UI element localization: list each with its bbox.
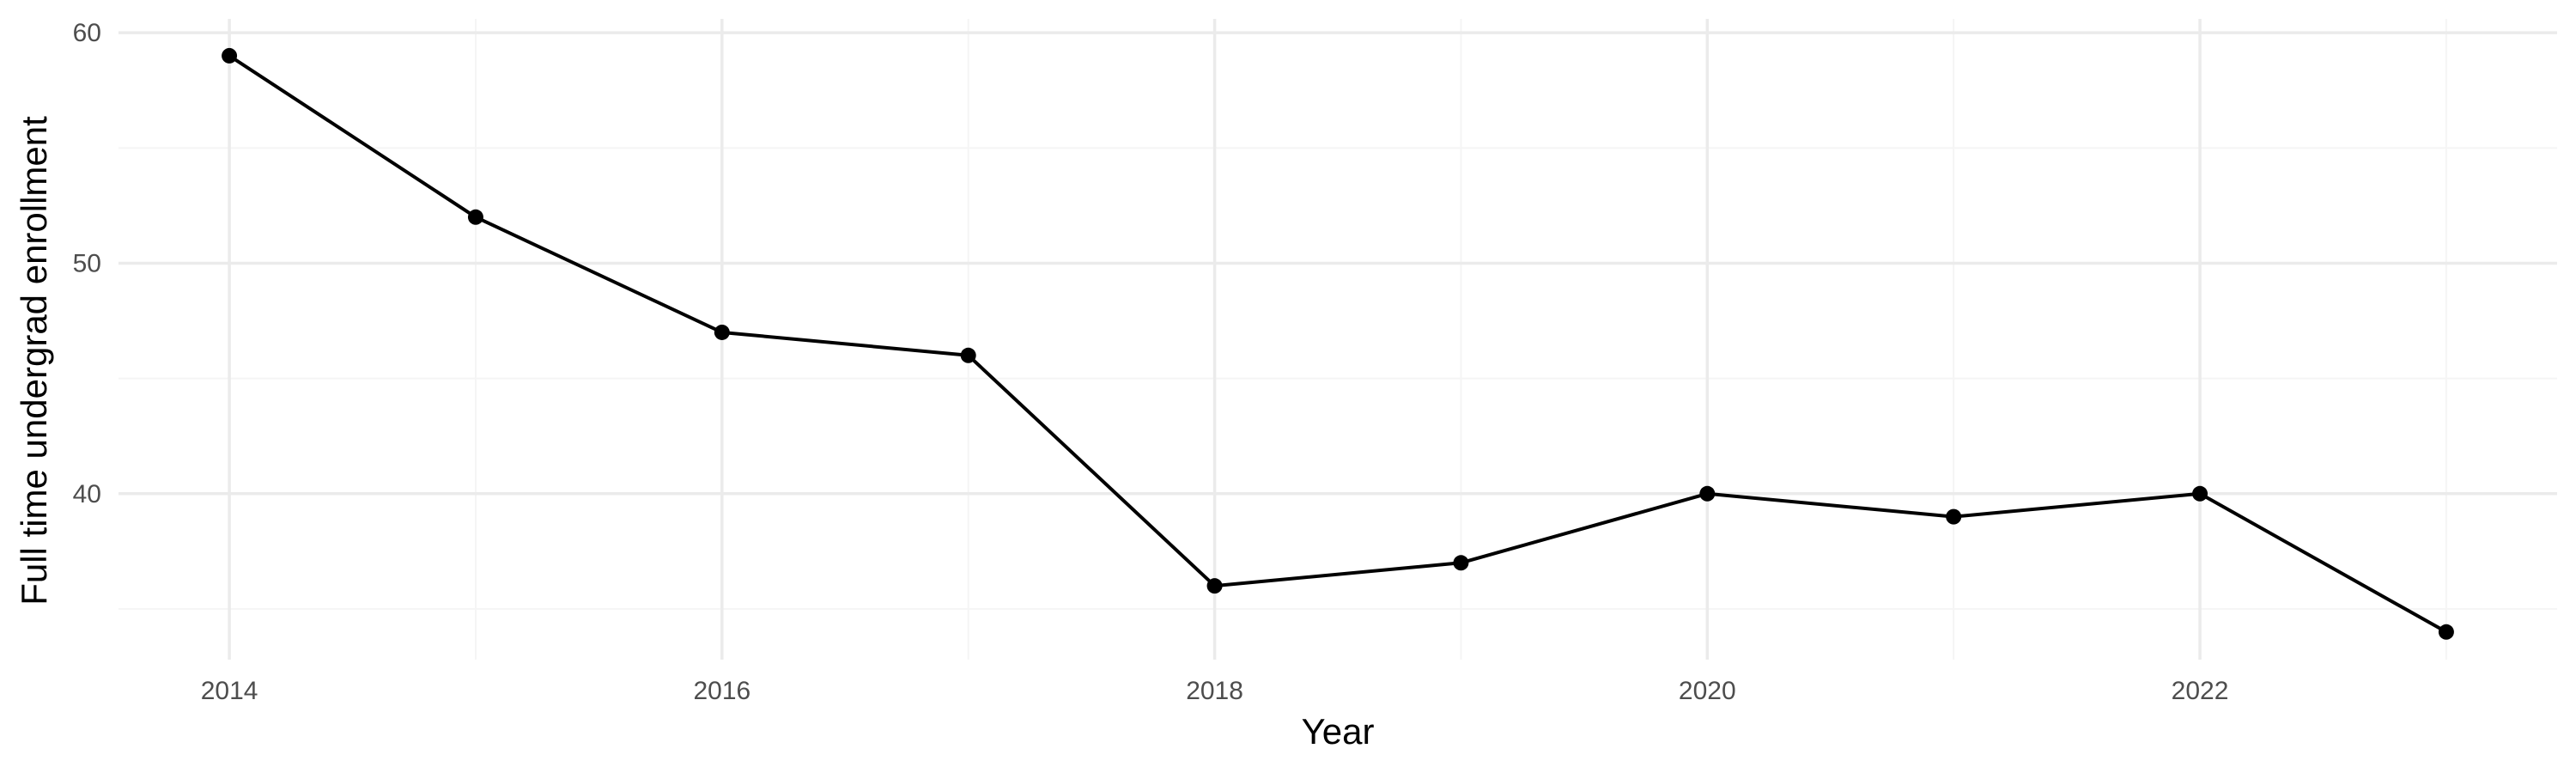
data-point [714, 324, 730, 340]
y-axis-title: Full time undergrad enrollment [14, 116, 54, 606]
data-point [1699, 485, 1716, 502]
x-tick-label: 2014 [201, 677, 258, 705]
y-tick-label: 50 [73, 249, 101, 277]
x-tick-label: 2022 [2172, 677, 2229, 705]
data-point [960, 347, 976, 363]
x-tick-label: 2020 [1679, 677, 1736, 705]
y-axis-ticks: 40 50 60 [73, 19, 101, 508]
data-point [1946, 508, 1962, 525]
x-axis-title: Year [1302, 711, 1375, 752]
data-point [2438, 624, 2454, 640]
data-point [222, 47, 238, 64]
data-point [2192, 485, 2208, 502]
minor-gridlines [118, 19, 2557, 660]
data-point [1206, 578, 1223, 594]
major-gridlines [118, 19, 2557, 660]
series-line [228, 53, 2448, 634]
data-point [467, 209, 483, 225]
x-tick-label: 2018 [1186, 677, 1243, 705]
y-tick-label: 60 [73, 19, 101, 47]
data-point [1453, 555, 1469, 571]
y-tick-label: 40 [73, 480, 101, 508]
series-layer [222, 47, 2454, 640]
x-tick-label: 2016 [693, 677, 750, 705]
x-axis-ticks: 2014 2016 2018 2020 2022 [201, 677, 2229, 705]
